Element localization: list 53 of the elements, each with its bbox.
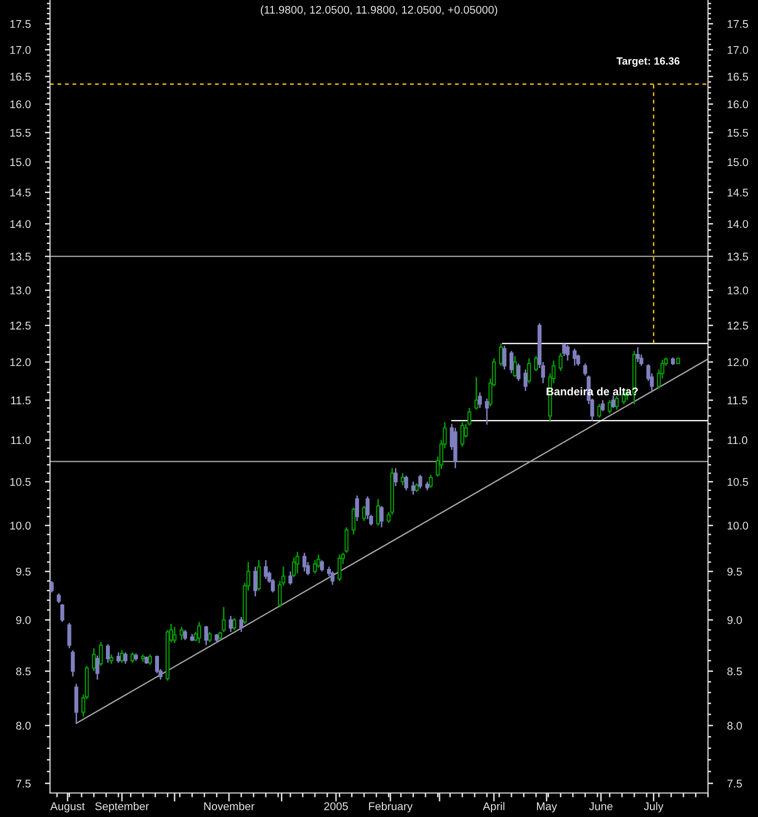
x-tick-label: September [95,802,149,812]
text: 15.0 [728,158,748,166]
y-tick-label: 17.5 [10,20,31,28]
y-tick-label: 9.0 [16,616,31,624]
y-tick-label: 11.5 [11,396,31,404]
text: 8.0 [727,722,742,730]
text: 10.0 [728,522,748,530]
text: 10.5 [728,478,748,486]
text: 8.5 [727,667,742,676]
y-tick-label: 7.5 [16,780,31,788]
text: 7.5 [727,780,742,788]
text: 13.5 [728,252,748,261]
x-tick-label: August [50,802,85,812]
y-tick-label: 10.5 [10,478,31,486]
y-tick-label: 11.0 [11,436,31,444]
y-tick-label: 12.0 [10,358,31,366]
ref-line-label: Target: 16.36 [616,57,680,67]
text: 13.0 [728,286,748,294]
text: 12.0 [728,358,748,366]
x-tick-label: May [536,802,558,812]
text: 14.5 [728,188,748,196]
y-tick-label: 17.0 [10,46,31,54]
text: 11.0 [728,436,748,444]
y-tick-label: 10.0 [10,522,31,530]
text: 17.0 [728,46,748,54]
x-tick-label: 2005 [324,802,348,810]
text: 15.5 [728,128,748,137]
y-tick-label: 15.0 [10,158,31,166]
text: 16.0 [728,100,748,108]
y-tick-label: 14.5 [10,188,31,196]
text: 9.0 [727,616,742,624]
text: 9.5 [727,568,742,576]
y-tick-label: 16.5 [10,72,31,81]
y-tick-label: 9.5 [16,568,31,576]
y-tick-label: 8.0 [16,722,31,730]
x-tick-label: February [369,802,413,812]
y-tick-label: 16.0 [10,100,31,108]
text: 17.5 [728,20,748,28]
y-tick-label: 14.0 [10,220,31,228]
x-tick-label: November [204,802,254,810]
text: 16.5 [728,72,748,81]
y-tick-label: 15.5 [10,128,31,137]
x-tick-label: April [482,802,504,812]
text: 12.5 [728,322,748,330]
y-tick-label: 13.5 [10,252,31,261]
x-tick-label: July [644,802,664,812]
chart-title: (11.9800, 12.0500, 11.9800, 12.0500, +0.05000) [260,6,498,16]
text: 11.5 [728,396,748,404]
x-tick-label: June [589,802,613,810]
y-tick-label: 8.5 [16,667,31,676]
text: 14.0 [728,220,748,228]
y-tick-label: 12.5 [10,322,31,330]
y-tick-label: 13.0 [10,286,31,294]
